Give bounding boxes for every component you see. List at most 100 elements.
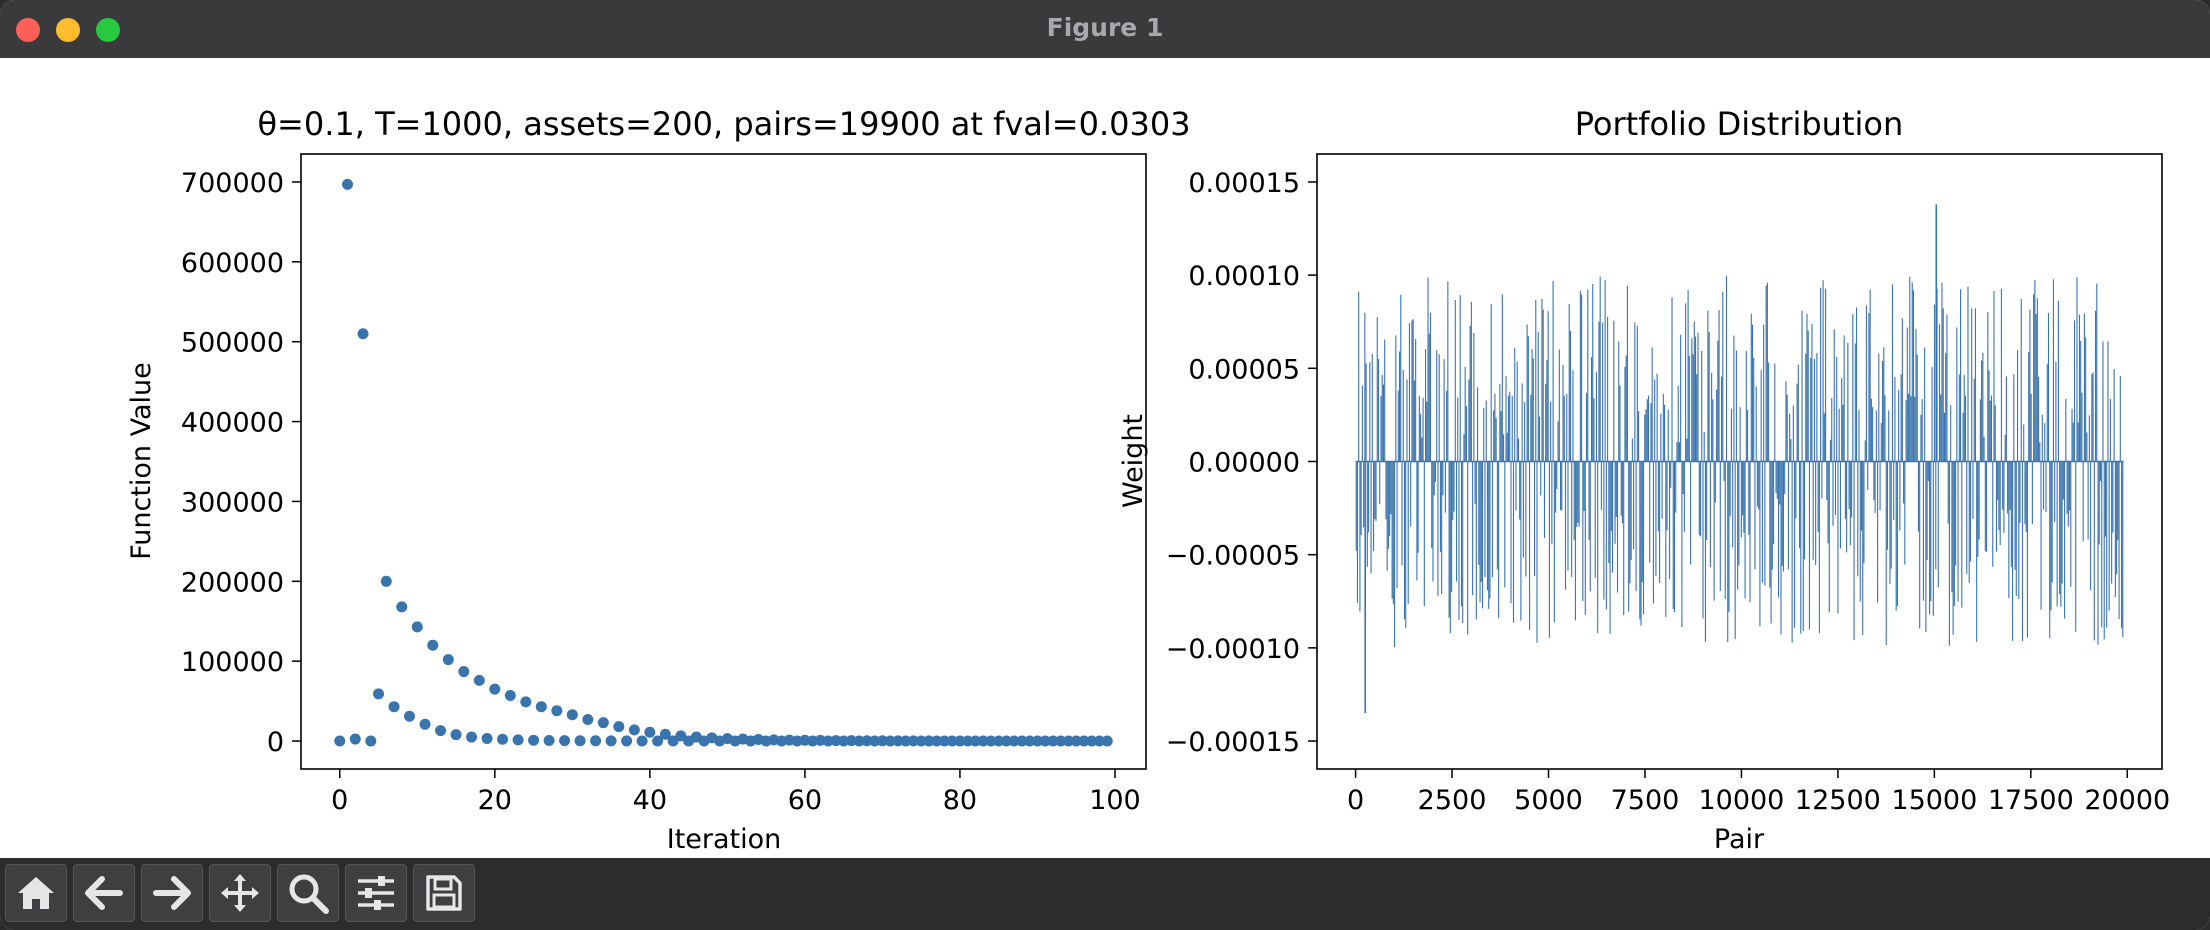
data-point <box>420 719 431 730</box>
y-tick-label: −0.00005 <box>1166 541 1300 572</box>
data-point <box>497 734 508 745</box>
data-point <box>505 690 516 701</box>
x-tick-label: 80 <box>943 785 977 816</box>
y-tick-label: 100000 <box>181 647 284 678</box>
x-tick-label: 0 <box>331 785 348 816</box>
x-tick-label: 5000 <box>1514 785 1583 816</box>
data-point <box>482 733 493 744</box>
navigation-toolbar <box>0 858 2210 930</box>
home-icon <box>14 871 58 915</box>
data-point <box>373 688 384 699</box>
x-tick-label: 15000 <box>1891 785 1977 816</box>
arrow-right-icon <box>150 871 194 915</box>
convergence-points <box>334 179 1112 747</box>
window-title: Figure 1 <box>0 13 2210 42</box>
convergence-plot-frame <box>301 154 1146 769</box>
convergence-plot: θ=0.1, T=1000, assets=200, pairs=19900 a… <box>126 105 1191 855</box>
save-button[interactable] <box>413 864 475 922</box>
convergence-y-axis: 0 100000 200000 300000 400000 500000 600000 700… <box>181 168 301 758</box>
data-point <box>489 684 500 695</box>
x-tick-label: 7500 <box>1611 785 1680 816</box>
data-point <box>528 735 539 746</box>
data-point <box>575 735 586 746</box>
convergence-y-label: Function Value <box>126 362 157 560</box>
data-point <box>629 724 640 735</box>
x-tick-label: 2500 <box>1418 785 1487 816</box>
data-point <box>520 696 531 707</box>
data-point <box>435 725 446 736</box>
data-point <box>458 666 469 677</box>
data-point <box>536 701 547 712</box>
data-point <box>443 654 454 665</box>
data-point <box>358 328 369 339</box>
figure-canvas[interactable]: θ=0.1, T=1000, assets=200, pairs=19900 a… <box>0 58 2210 858</box>
data-point <box>613 721 624 732</box>
y-tick-label: 0.00010 <box>1188 261 1300 292</box>
y-tick-label: 0 <box>267 727 284 758</box>
portfolio-y-axis: −0.00015 −0.00010 −0.00005 0.00000 0.00005 0.… <box>1166 168 1317 758</box>
data-point <box>551 705 562 716</box>
data-point <box>412 621 423 632</box>
convergence-x-label: Iteration <box>667 824 782 855</box>
arrow-left-icon <box>82 871 126 915</box>
portfolio-y-label: Weight <box>1118 414 1149 508</box>
move-icon <box>218 871 262 915</box>
data-point <box>544 735 555 746</box>
y-tick-label: 600000 <box>181 248 284 279</box>
portfolio-x-label: Pair <box>1714 824 1765 855</box>
floppy-disk-icon <box>422 871 466 915</box>
portfolio-bars <box>1356 204 2124 713</box>
data-point <box>389 701 400 712</box>
home-button[interactable] <box>5 864 67 922</box>
data-point <box>637 735 648 746</box>
title-bar: Figure 1 <box>0 0 2210 59</box>
y-tick-label: 400000 <box>181 408 284 439</box>
x-tick-label: 12500 <box>1795 785 1881 816</box>
data-point <box>396 601 407 612</box>
data-point <box>334 736 345 747</box>
magnifier-icon <box>286 871 330 915</box>
y-tick-label: 0.00005 <box>1188 354 1300 385</box>
data-point <box>404 711 415 722</box>
y-tick-label: 0.00015 <box>1188 168 1300 199</box>
data-point <box>559 735 570 746</box>
data-point <box>598 717 609 728</box>
pan-button[interactable] <box>209 864 271 922</box>
data-point <box>644 727 655 738</box>
x-tick-label: 60 <box>788 785 822 816</box>
convergence-x-axis: 0 20 40 60 80 100 <box>331 769 1141 816</box>
portfolio-x-axis: 0 2500 5000 7500 10000 12500 15000 17500 20000 <box>1347 769 2170 816</box>
x-tick-label: 20 <box>478 785 512 816</box>
data-point <box>513 734 524 745</box>
data-point <box>474 675 485 686</box>
y-tick-label: 0.00000 <box>1188 448 1300 479</box>
data-point <box>621 735 632 746</box>
zoom-button[interactable] <box>277 864 339 922</box>
portfolio-plot: Portfolio Distribution 0 2500 5000 7500 1000… <box>1118 105 2170 855</box>
data-point <box>582 714 593 725</box>
data-point <box>381 576 392 587</box>
configure-subplots-button[interactable] <box>345 864 407 922</box>
data-point <box>590 735 601 746</box>
y-tick-label: −0.00015 <box>1166 727 1300 758</box>
y-tick-label: 300000 <box>181 487 284 518</box>
y-tick-label: 700000 <box>181 168 284 199</box>
sliders-icon <box>354 871 398 915</box>
data-point <box>365 736 376 747</box>
back-button[interactable] <box>73 864 135 922</box>
forward-button[interactable] <box>141 864 203 922</box>
portfolio-plot-title: Portfolio Distribution <box>1575 105 1904 143</box>
x-tick-label: 40 <box>633 785 667 816</box>
y-tick-label: −0.00010 <box>1166 634 1300 665</box>
data-point <box>1102 736 1113 747</box>
y-tick-label: 500000 <box>181 328 284 359</box>
data-point <box>451 729 462 740</box>
x-tick-label: 100 <box>1089 785 1141 816</box>
data-point <box>427 640 438 651</box>
y-tick-label: 200000 <box>181 567 284 598</box>
data-point <box>342 179 353 190</box>
x-tick-label: 0 <box>1347 785 1364 816</box>
data-point <box>606 735 617 746</box>
x-tick-label: 20000 <box>2084 785 2170 816</box>
